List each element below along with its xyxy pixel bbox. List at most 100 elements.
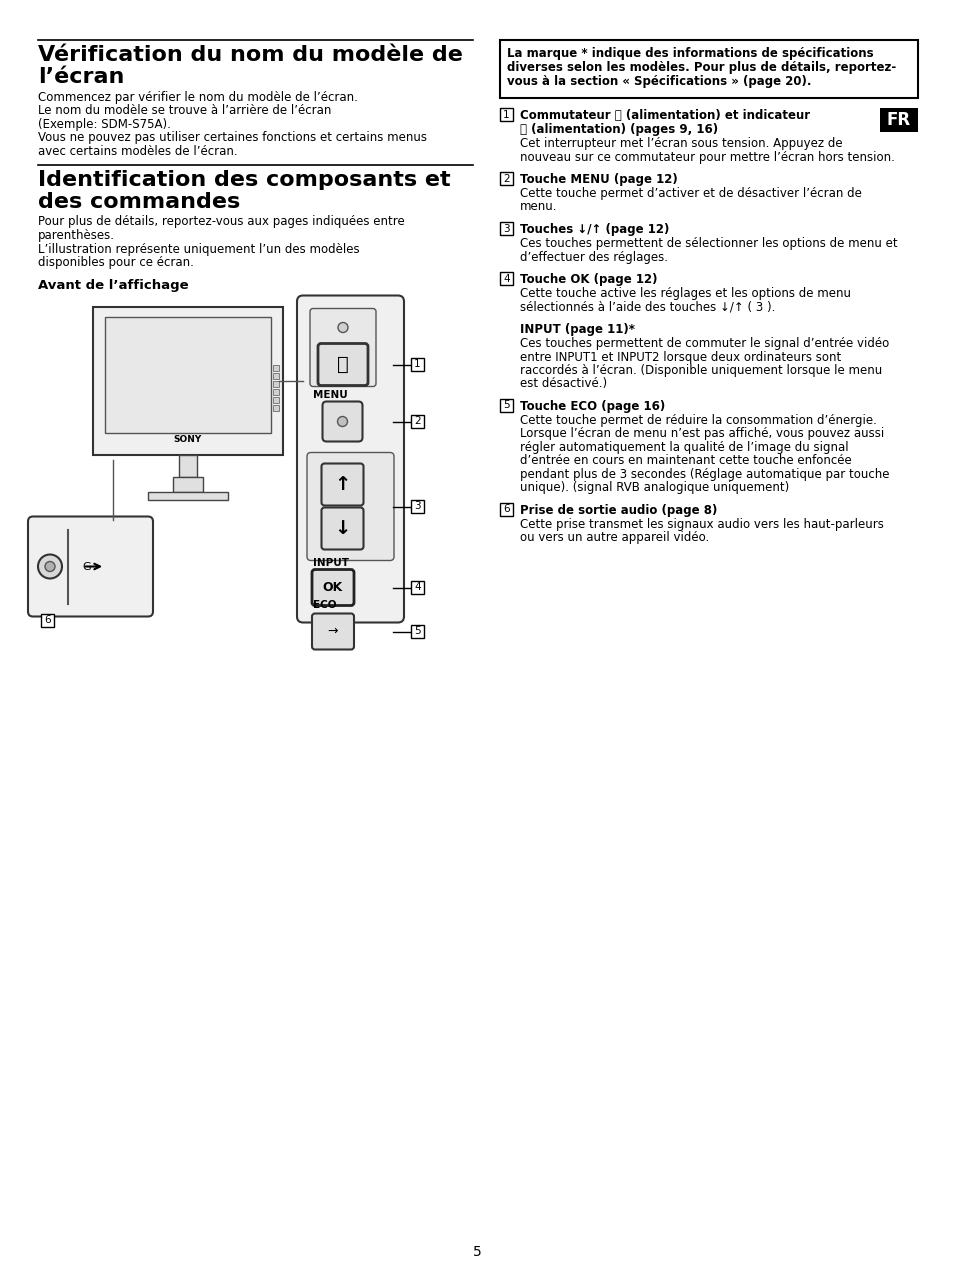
- Bar: [879, 108, 917, 132]
- Bar: [41, 614, 54, 627]
- Text: OK: OK: [322, 581, 343, 594]
- Circle shape: [337, 322, 348, 333]
- Text: d’effectuer des réglages.: d’effectuer des réglages.: [519, 251, 667, 264]
- FancyBboxPatch shape: [317, 344, 368, 386]
- Text: Touche ECO (page 16): Touche ECO (page 16): [519, 400, 664, 413]
- FancyBboxPatch shape: [307, 452, 394, 561]
- Text: 5: 5: [502, 400, 509, 410]
- Bar: [105, 316, 271, 432]
- Text: Avant de l’affichage: Avant de l’affichage: [38, 279, 189, 293]
- Text: 2: 2: [502, 173, 509, 183]
- Text: nouveau sur ce commutateur pour mettre l’écran hors tension.: nouveau sur ce commutateur pour mettre l…: [519, 150, 894, 163]
- Text: d’entrée en cours en maintenant cette touche enfoncée: d’entrée en cours en maintenant cette to…: [519, 455, 851, 468]
- FancyBboxPatch shape: [321, 464, 363, 506]
- Text: sélectionnés à l’aide des touches ↓/↑ ( 3 ).: sélectionnés à l’aide des touches ↓/↑ ( …: [519, 301, 775, 313]
- Bar: [411, 358, 423, 371]
- Text: INPUT (page 11)*: INPUT (page 11)*: [519, 324, 635, 336]
- Bar: [273, 396, 278, 403]
- Text: disponibles pour ce écran.: disponibles pour ce écran.: [38, 256, 193, 269]
- Text: est désactivé.): est désactivé.): [519, 377, 606, 391]
- Text: Cette touche permet d’activer et de désactiver l’écran de: Cette touche permet d’activer et de désa…: [519, 187, 861, 200]
- Text: Vérification du nom du modèle de: Vérification du nom du modèle de: [38, 45, 462, 65]
- Bar: [411, 414, 423, 428]
- Text: 6: 6: [44, 615, 51, 626]
- Text: →: →: [328, 626, 338, 638]
- Bar: [411, 624, 423, 637]
- Text: Touche OK (page 12): Touche OK (page 12): [519, 273, 657, 285]
- Bar: [273, 372, 278, 378]
- Bar: [273, 381, 278, 386]
- FancyBboxPatch shape: [321, 507, 363, 549]
- FancyBboxPatch shape: [312, 569, 354, 605]
- Text: 3: 3: [502, 223, 509, 233]
- Bar: [499, 273, 513, 285]
- Text: pendant plus de 3 secondes (Réglage automatique par touche: pendant plus de 3 secondes (Réglage auto…: [519, 468, 888, 482]
- Text: 4: 4: [502, 274, 509, 284]
- Text: FR: FR: [886, 111, 910, 129]
- Text: Prise de sortie audio (page 8): Prise de sortie audio (page 8): [519, 505, 717, 517]
- Bar: [499, 503, 513, 516]
- Bar: [499, 222, 513, 234]
- Text: Commutateur ⏻ (alimentation) et indicateur: Commutateur ⏻ (alimentation) et indicate…: [519, 110, 809, 122]
- Text: Commencez par vérifier le nom du modèle de l’écran.: Commencez par vérifier le nom du modèle …: [38, 90, 357, 104]
- Bar: [92, 307, 283, 455]
- Text: 1: 1: [502, 110, 509, 120]
- Text: Ces touches permettent de sélectionner les options de menu et: Ces touches permettent de sélectionner l…: [519, 237, 897, 250]
- Text: vous à la section « Spécifications » (page 20).: vous à la section « Spécifications » (pa…: [506, 75, 811, 88]
- Text: ⏻: ⏻: [336, 355, 349, 375]
- Bar: [499, 399, 513, 412]
- Text: Touches ↓/↑ (page 12): Touches ↓/↑ (page 12): [519, 223, 669, 236]
- Text: entre INPUT1 et INPUT2 lorsque deux ordinateurs sont: entre INPUT1 et INPUT2 lorsque deux ordi…: [519, 350, 841, 363]
- FancyBboxPatch shape: [28, 516, 152, 617]
- Text: 4: 4: [414, 582, 420, 592]
- Text: ou vers un autre appareil vidéo.: ou vers un autre appareil vidéo.: [519, 531, 708, 544]
- Text: régler automatiquement la qualité de l’image du signal: régler automatiquement la qualité de l’i…: [519, 441, 848, 454]
- Text: Le nom du modèle se trouve à l’arrière de l’écran: Le nom du modèle se trouve à l’arrière d…: [38, 104, 331, 117]
- Text: G→: G→: [82, 562, 100, 572]
- Circle shape: [45, 562, 55, 572]
- Bar: [273, 405, 278, 410]
- Bar: [179, 455, 196, 476]
- Bar: [273, 389, 278, 395]
- FancyBboxPatch shape: [310, 308, 375, 386]
- Bar: [411, 499, 423, 512]
- Text: L’illustration représente uniquement l’un des modèles: L’illustration représente uniquement l’u…: [38, 242, 359, 256]
- Text: INPUT: INPUT: [313, 558, 349, 567]
- Text: Cette touche permet de réduire la consommation d’énergie.: Cette touche permet de réduire la consom…: [519, 414, 876, 427]
- FancyBboxPatch shape: [312, 614, 354, 650]
- Circle shape: [38, 554, 62, 578]
- Bar: [499, 108, 513, 121]
- Text: 3: 3: [414, 501, 420, 511]
- Text: 6: 6: [502, 505, 509, 515]
- Text: l’écran: l’écran: [38, 68, 124, 87]
- Text: ↑: ↑: [334, 475, 351, 494]
- Bar: [411, 581, 423, 594]
- Text: 5: 5: [414, 626, 420, 636]
- Bar: [499, 172, 513, 185]
- Text: raccordés à l’écran. (Disponible uniquement lorsque le menu: raccordés à l’écran. (Disponible uniquem…: [519, 364, 882, 377]
- Text: Touche MENU (page 12): Touche MENU (page 12): [519, 173, 677, 186]
- Text: Identification des composants et: Identification des composants et: [38, 169, 450, 190]
- Text: Cette prise transmet les signaux audio vers les haut-parleurs: Cette prise transmet les signaux audio v…: [519, 519, 882, 531]
- Text: Vous ne pouvez pas utiliser certaines fonctions et certains menus: Vous ne pouvez pas utiliser certaines fo…: [38, 131, 427, 144]
- Text: La marque * indique des informations de spécifications: La marque * indique des informations de …: [506, 47, 873, 60]
- Text: Pour plus de détails, reportez-vous aux pages indiquées entre: Pour plus de détails, reportez-vous aux …: [38, 215, 404, 228]
- Text: parenthèses.: parenthèses.: [38, 229, 115, 242]
- Text: avec certains modèles de l’écran.: avec certains modèles de l’écran.: [38, 145, 237, 158]
- Text: Lorsque l’écran de menu n’est pas affiché, vous pouvez aussi: Lorsque l’écran de menu n’est pas affich…: [519, 428, 883, 441]
- Text: diverses selon les modèles. Pour plus de détails, reportez-: diverses selon les modèles. Pour plus de…: [506, 61, 895, 74]
- Text: (Exemple: SDM-S75A).: (Exemple: SDM-S75A).: [38, 118, 171, 131]
- Text: 2: 2: [414, 417, 420, 426]
- Text: MENU: MENU: [313, 390, 348, 400]
- Text: unique). (signal RVB analogique uniquement): unique). (signal RVB analogique uniqueme…: [519, 482, 788, 494]
- Text: ⏻ (alimentation) (pages 9, 16): ⏻ (alimentation) (pages 9, 16): [519, 124, 718, 136]
- Text: des commandes: des commandes: [38, 191, 240, 211]
- Text: ECO: ECO: [313, 600, 336, 609]
- Text: menu.: menu.: [519, 200, 557, 214]
- Bar: [273, 364, 278, 371]
- Text: SONY: SONY: [173, 436, 202, 445]
- Text: ↓: ↓: [334, 519, 351, 538]
- Bar: [499, 39, 917, 98]
- Circle shape: [337, 417, 347, 427]
- Text: Ces touches permettent de commuter le signal d’entrée vidéo: Ces touches permettent de commuter le si…: [519, 338, 888, 350]
